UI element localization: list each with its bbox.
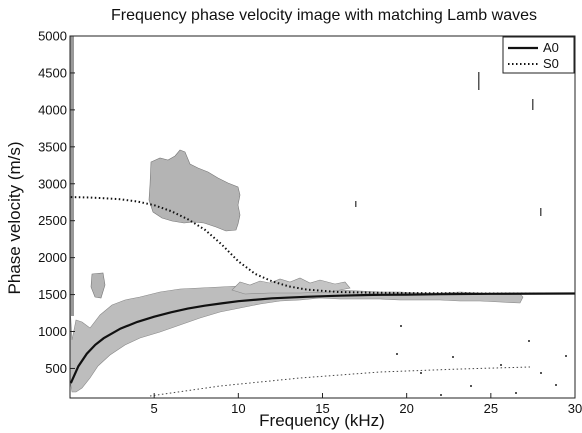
- series-line-s0: [70, 196, 575, 295]
- legend-box: [502, 36, 575, 74]
- image-island: [148, 149, 241, 232]
- legend-label-s0: S0: [543, 56, 559, 71]
- x-tick-label: 20: [399, 401, 413, 416]
- y-tick-label: 500: [45, 361, 67, 376]
- y-tick-label: 4000: [38, 102, 67, 117]
- legend-label-a0: A0: [543, 40, 559, 55]
- x-axis-label: Frequency (kHz): [259, 411, 385, 430]
- y-tick-label: 3000: [38, 176, 67, 191]
- image-blob: [90, 272, 106, 299]
- x-tick-label: 30: [568, 401, 582, 416]
- legend: A0 S0: [502, 36, 575, 74]
- series-line-a0: [69, 292, 576, 384]
- plot-frame: [69, 35, 576, 399]
- chart-title: Frequency phase velocity image with matc…: [111, 7, 537, 24]
- y-tick-label: 2500: [38, 213, 67, 228]
- phase-velocity-image: [69, 36, 567, 397]
- image-speckle: [355, 72, 567, 396]
- x-tick-label: 10: [231, 401, 245, 416]
- image-lower-trace: [149, 366, 531, 397]
- y-tick-label: 3500: [38, 139, 67, 154]
- image-left-streak: [70, 36, 74, 316]
- x-tick-label: 5: [151, 401, 158, 416]
- series-layer: [69, 196, 576, 384]
- y-tick-label: 1000: [38, 324, 67, 339]
- y-tick-label: 1500: [38, 287, 67, 302]
- x-tick-label: 25: [484, 401, 498, 416]
- x-axis: 5 10 15 20 25 30: [151, 393, 582, 416]
- y-axis-label: Phase velocity (m/s): [5, 141, 24, 294]
- y-tick-label: 2000: [38, 250, 67, 265]
- image-band-ridge: [231, 277, 351, 295]
- y-tick-label: 5000: [38, 29, 67, 44]
- image-band-a0: [69, 285, 524, 393]
- y-tick-label: 4500: [38, 65, 67, 80]
- y-axis: 500 1000 1500 2000 2500 3000 3500 4000 4500 5000: [38, 29, 75, 376]
- x-tick-label: 15: [315, 401, 329, 416]
